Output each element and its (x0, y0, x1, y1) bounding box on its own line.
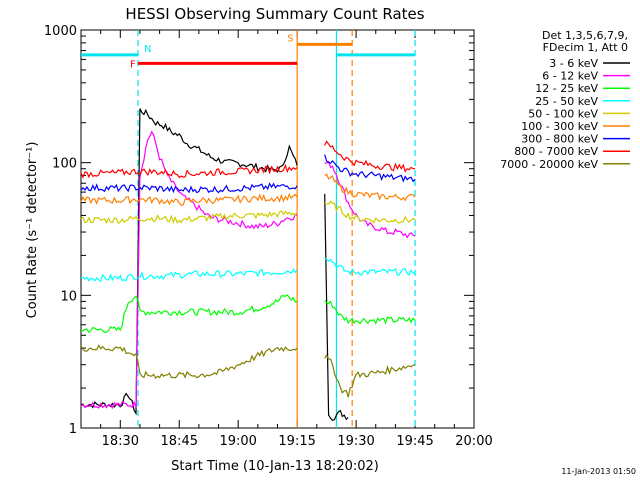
legend-label: 7000 - 20000 keV (500, 158, 598, 171)
x-axis-label: Start Time (10-Jan-13 18:20:02) (171, 459, 379, 474)
series-line (80, 163, 298, 179)
x-tick-label: 20:00 (455, 434, 492, 449)
legend-label: 50 - 100 keV (528, 107, 598, 120)
legend-label: 3 - 6 keV (549, 57, 598, 70)
chart-title: HESSI Observing Summary Count Rates (125, 5, 424, 23)
flag-label-s: S (287, 33, 293, 44)
legend-label: 6 - 12 keV (542, 70, 598, 83)
legend-label: 800 - 7000 keV (514, 145, 598, 158)
legend-header-line-2: FDecim 1, Att 0 (543, 41, 628, 54)
series-line (81, 293, 298, 334)
series-line (324, 353, 416, 398)
series-line (80, 344, 298, 379)
series-line (324, 173, 416, 202)
series-line (324, 140, 416, 173)
x-tick-label: 18:45 (161, 434, 198, 449)
y-tick-label: 100 (52, 157, 77, 172)
plot-frame (80, 29, 475, 429)
series-line (324, 257, 416, 277)
legend-label: 100 - 300 keV (521, 120, 598, 133)
series-line (324, 300, 416, 325)
legend-label: 300 - 800 keV (521, 133, 598, 146)
legend-label: 12 - 25 keV (535, 82, 598, 95)
plot-area: 18:30 18:45 19:00 19:15 19:30 19:45 20:00 1 10 10… (44, 24, 493, 449)
series-line (324, 200, 416, 224)
footer-timestamp: 11-Jan-2013 01:50 (561, 467, 636, 476)
series-line (80, 267, 298, 283)
x-tick-label: 19:15 (278, 434, 315, 449)
x-tick-label: 19:00 (219, 434, 256, 449)
legend: Det 1,3,5,6,7,9, FDecim 1, Att 0 3 - 6 k… (500, 29, 630, 171)
x-tick-label: 19:45 (396, 434, 433, 449)
y-tick-label: 1000 (44, 24, 77, 39)
y-tick-label: 10 (60, 289, 77, 304)
series-line (324, 160, 416, 239)
series-line (80, 192, 298, 206)
series-line (80, 210, 298, 225)
series-line (80, 130, 298, 410)
series-line (80, 108, 298, 416)
flag-label-n: N (144, 44, 151, 55)
x-tick-label: 18:30 (102, 434, 139, 449)
series-line (80, 182, 298, 194)
legend-label: 25 - 50 keV (535, 95, 598, 108)
series-line (324, 193, 349, 422)
y-tick-label: 1 (69, 422, 77, 437)
series-line (324, 154, 416, 183)
legend-header-line-1: Det 1,3,5,6,7,9, (542, 29, 628, 42)
y-axis-label: Count Rate (s⁻¹ detector⁻¹) (25, 142, 40, 319)
x-tick-label: 19:30 (337, 434, 374, 449)
flag-label-f: F (130, 59, 136, 70)
